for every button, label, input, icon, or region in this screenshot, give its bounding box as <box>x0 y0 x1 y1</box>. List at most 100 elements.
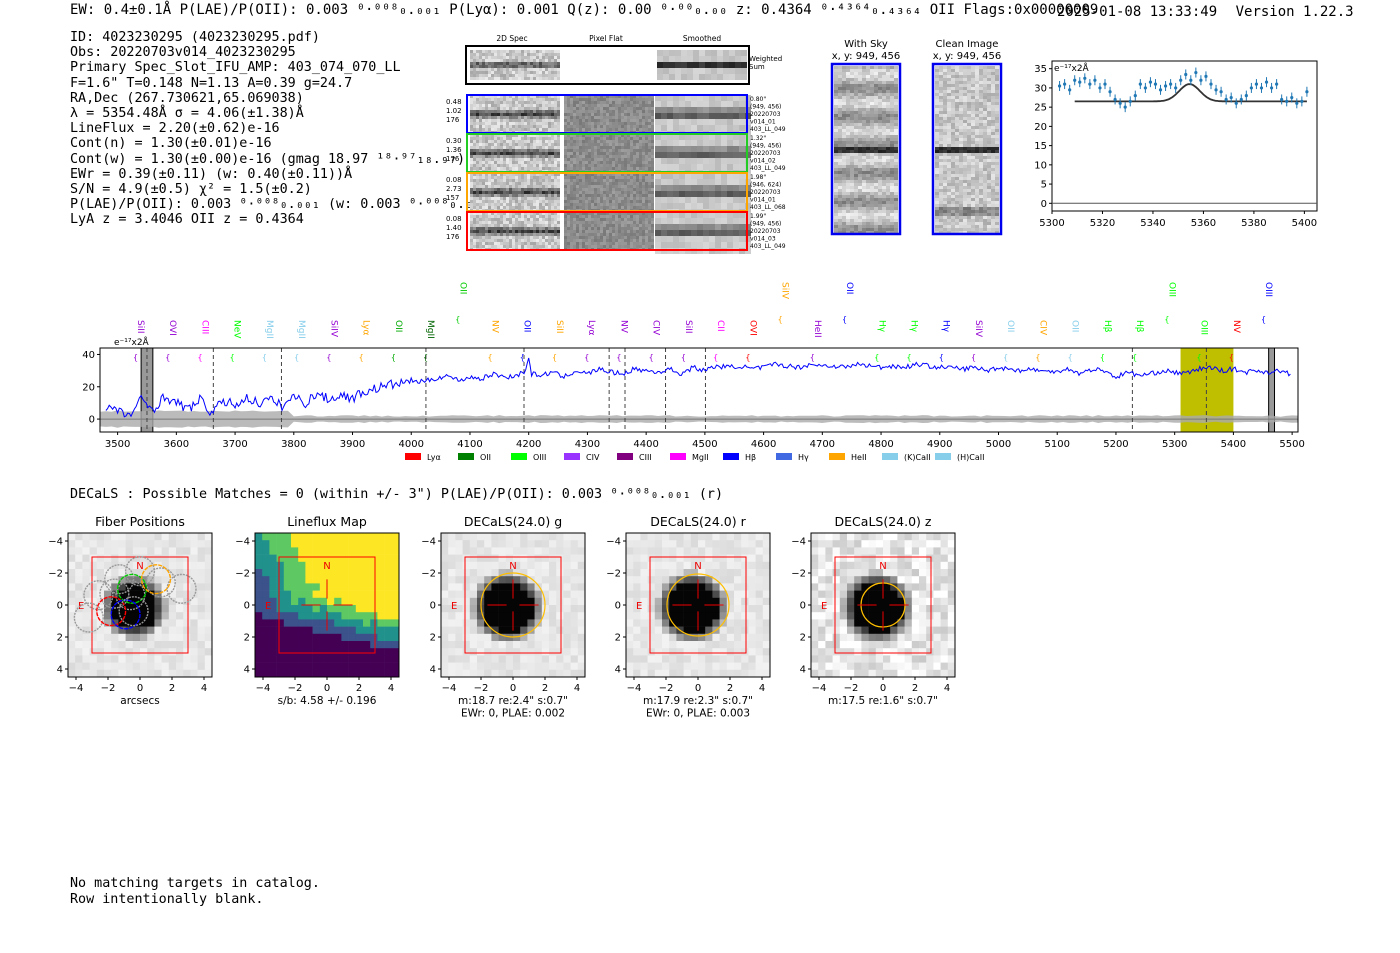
cutout-pixel <box>542 179 545 182</box>
cutout-pixel <box>545 113 548 116</box>
sky-pixel <box>834 87 838 90</box>
cutout-pixel <box>651 206 654 209</box>
cutout-pixel <box>639 230 642 233</box>
cutout-pixel <box>615 158 618 161</box>
cutout-pixel <box>512 56 515 59</box>
cutout-pixel <box>618 167 621 170</box>
cutout-pixel <box>527 152 530 155</box>
cutout-pixel <box>515 62 518 65</box>
cutout-pixel <box>536 182 539 185</box>
cutout-pixel <box>479 206 482 209</box>
cutout-pixel <box>497 104 500 107</box>
cutout-pixel <box>548 164 551 167</box>
cutout-pixel <box>567 110 570 113</box>
cutout-pixel <box>548 143 551 146</box>
sky-pixel <box>838 96 842 99</box>
sky-pixel <box>890 111 894 114</box>
sky-pixel <box>850 105 854 108</box>
cutout-pixel <box>542 206 545 209</box>
cutout-pixel <box>579 230 582 233</box>
sky-pixel <box>882 90 886 93</box>
cutout-pixel <box>597 143 600 146</box>
cutout-pixel <box>591 158 594 161</box>
cutout-pixel <box>533 101 536 104</box>
sky-pixel <box>894 135 898 138</box>
cutout-pixel <box>642 167 645 170</box>
cutout-pixel <box>609 218 612 221</box>
cutout-pixel <box>494 149 497 152</box>
cutout-pixel <box>539 104 542 107</box>
cutout-pixel <box>551 167 554 170</box>
sky-pixel <box>886 117 890 120</box>
cutout-pixel <box>667 113 673 119</box>
cutout-pixel <box>642 158 645 161</box>
cutout-pixel <box>515 197 518 200</box>
cutout-pixel <box>609 152 612 155</box>
cutout-image <box>655 173 751 215</box>
cutout-pixel <box>639 143 642 146</box>
cutout-pixel <box>697 152 703 158</box>
cutout-pixel <box>645 245 648 248</box>
sky-pixel <box>838 72 842 75</box>
cutout-pixel <box>521 182 524 185</box>
cutout-pixel <box>503 197 506 200</box>
cutout-pixel <box>473 104 476 107</box>
cutout-pixel <box>612 110 615 113</box>
cutout-pixel <box>606 233 609 236</box>
cutout-pixel <box>570 233 573 236</box>
cutout-pixel <box>551 161 554 164</box>
cutout-pixel <box>648 167 651 170</box>
cutout-pixel <box>515 74 518 77</box>
sky-pixel <box>862 165 866 168</box>
cutout-pixel <box>497 149 500 152</box>
cutout-pixel <box>570 188 573 191</box>
cutout-pixel <box>612 164 615 167</box>
cutout-pixel <box>615 191 618 194</box>
cutout-pixel <box>624 242 627 245</box>
cutout-pixel <box>524 203 527 206</box>
cutout-pixel <box>527 167 530 170</box>
cutout-pixel <box>636 200 639 203</box>
sky-pixel <box>858 192 862 195</box>
cutout-pixel <box>579 242 582 245</box>
cutout-pixel <box>536 128 539 131</box>
sky-pixel <box>850 129 854 132</box>
sky-pixel <box>854 81 858 84</box>
cutout-pixel <box>494 227 497 230</box>
sky-pixel <box>886 90 890 93</box>
cutout-pixel <box>524 197 527 200</box>
sky-pixel <box>987 69 991 72</box>
cutout-pixel <box>470 236 473 239</box>
sky-pixel <box>866 135 870 138</box>
cutout-pixel <box>685 224 691 230</box>
cutout-pixel <box>567 185 570 188</box>
cutout-pixel <box>512 143 515 146</box>
sky-pixel <box>838 126 842 129</box>
cutout-pixel <box>735 56 741 62</box>
cutout-pixel <box>536 236 539 239</box>
cutout-pixel <box>618 110 621 113</box>
cutout-pixel <box>533 98 536 101</box>
cutout-pixel <box>591 113 594 116</box>
cutout-pixel <box>491 143 494 146</box>
info-line: Cont(n) = 1.30(±0.01)e-16 <box>70 136 497 151</box>
cutout-pixel <box>533 200 536 203</box>
cutout-pixel <box>651 158 654 161</box>
info-line: Cont(w) = 1.30(±0.00)e-16 (gmag 18.97 ¹⁸… <box>70 152 497 167</box>
sky-pixel <box>882 222 886 225</box>
cutout-pixel <box>618 188 621 191</box>
cutout-pixel <box>627 236 630 239</box>
sky-pixel <box>846 75 850 78</box>
cutout-pixel <box>669 56 675 62</box>
cutout-pixel <box>624 215 627 218</box>
cutout-pixel <box>527 233 530 236</box>
cutout-pixel <box>735 62 741 68</box>
sky-pixel <box>886 195 890 198</box>
cutout-pixel <box>521 98 524 101</box>
cutout-pixel <box>548 236 551 239</box>
sky-pixel <box>854 201 858 204</box>
cutout-pixel <box>545 236 548 239</box>
sky-pixel <box>866 96 870 99</box>
cutout-pixel <box>594 155 597 158</box>
cutout-pixel <box>648 104 651 107</box>
